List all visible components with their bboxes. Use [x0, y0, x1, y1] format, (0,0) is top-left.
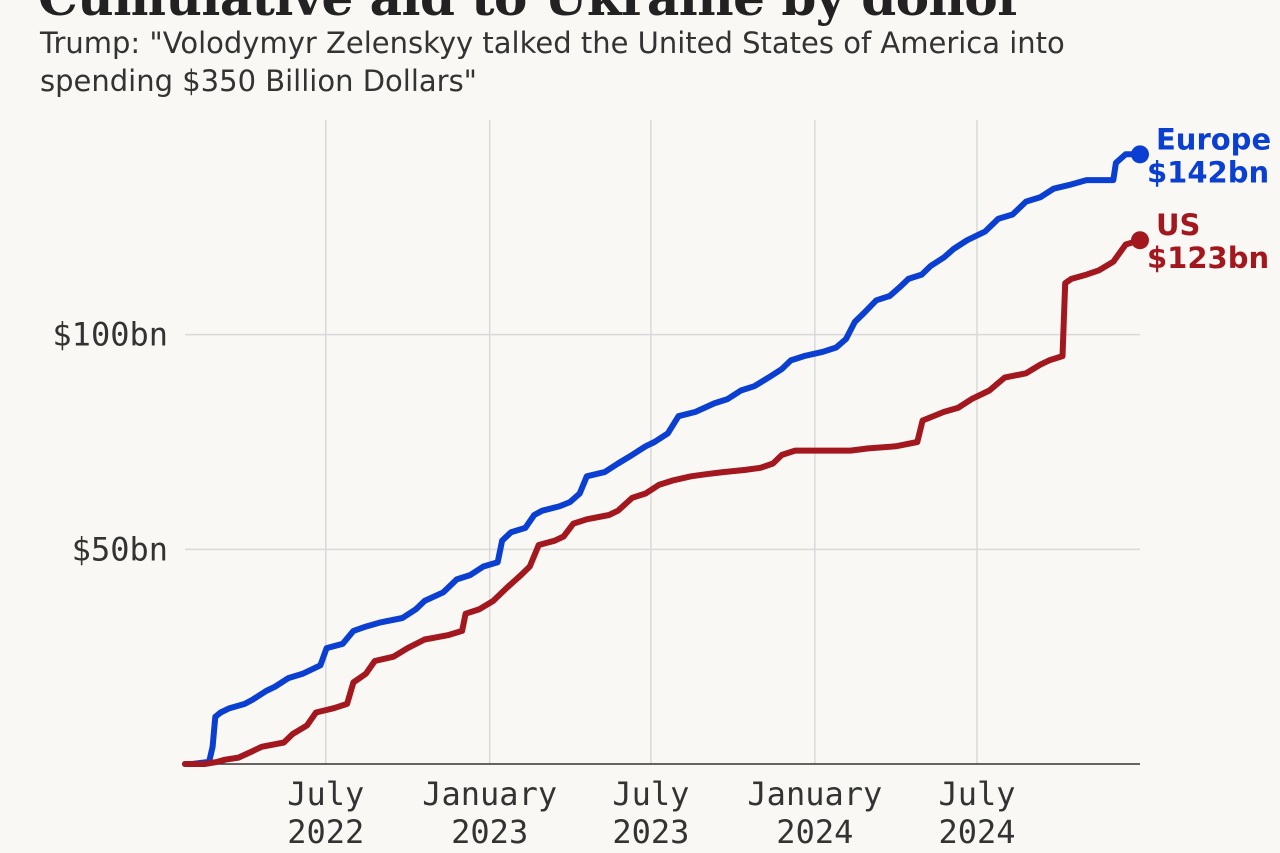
series-value-label-us: $123bn [1147, 241, 1269, 275]
series-lines [182, 145, 1149, 767]
x-tick-label-month: July [938, 775, 1015, 813]
x-tick-label-year: 2024 [938, 813, 1015, 851]
series-end-dot-europe [1131, 145, 1149, 164]
x-tick-label-month: January [422, 775, 557, 813]
y-tick-label: $100bn [52, 316, 168, 354]
x-tick-label-month: July [287, 775, 364, 813]
x-tick-label-year: 2022 [287, 813, 364, 851]
x-tick-label-year: 2024 [776, 813, 853, 851]
chart-subtitle: Trump: "Volodymyr Zelenskyy talked the U… [40, 26, 1065, 98]
chart-title: Cumulative aid to Ukraine by donor [38, 0, 1024, 27]
end-labels: Europe$142bn US$123bn [1147, 122, 1271, 275]
series-value-label-europe: $142bn [1147, 155, 1269, 189]
series-name-label-us: US [1156, 208, 1200, 242]
series-line-europe [182, 151, 1143, 767]
x-tick-label-year: 2023 [451, 813, 528, 851]
series-line-us [182, 237, 1143, 767]
axes: $50bn$100bnJuly2022January2023July2023Ja… [52, 316, 1140, 851]
series-end-dot-us [1131, 231, 1149, 250]
x-tick-label-year: 2023 [612, 813, 689, 851]
y-tick-label: $50bn [72, 530, 168, 568]
series-name-label-europe: Europe [1156, 122, 1271, 156]
x-tick-label-month: July [612, 775, 689, 813]
x-tick-label-month: January [747, 775, 882, 813]
